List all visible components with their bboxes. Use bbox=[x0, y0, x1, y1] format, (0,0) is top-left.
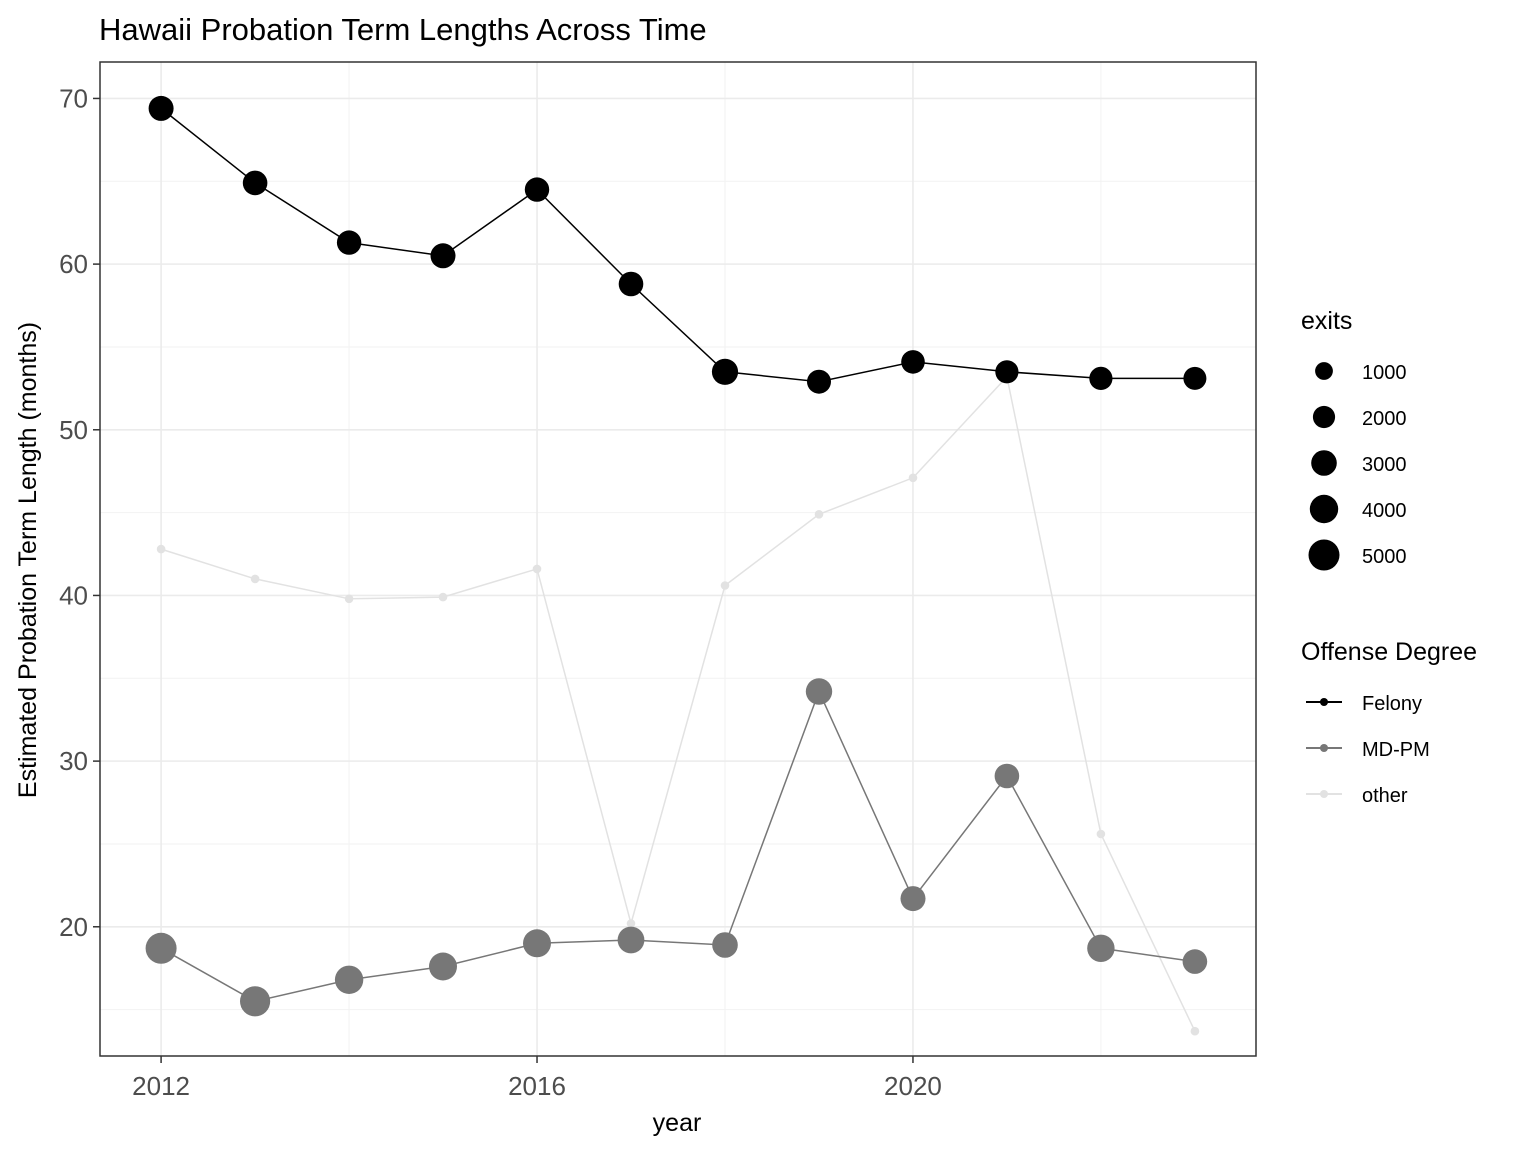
legend-size-label: 5000 bbox=[1362, 546, 1407, 568]
y-tick-label: 20 bbox=[59, 912, 88, 942]
x-axis-title: year bbox=[653, 1109, 702, 1137]
legend-color-title: Offense Degree bbox=[1301, 638, 1477, 666]
legend-color-entries: Felony MD-PM other bbox=[1306, 693, 1430, 807]
point-other bbox=[532, 564, 542, 574]
y-tick-label: 70 bbox=[59, 83, 88, 113]
point-felony bbox=[711, 358, 739, 385]
series-points bbox=[145, 95, 1208, 1036]
legend-size-key bbox=[1308, 539, 1340, 571]
chart-title: Hawaii Probation Term Lengths Across Tim… bbox=[99, 12, 707, 47]
legend-size-key bbox=[1309, 494, 1339, 524]
plot-panel bbox=[100, 62, 1256, 1056]
point-md-pm bbox=[1182, 949, 1208, 974]
point-other bbox=[344, 594, 354, 604]
point-md-pm bbox=[712, 932, 738, 958]
x-tick-label: 2016 bbox=[508, 1071, 566, 1101]
series-line-felony bbox=[160, 107, 1195, 383]
series-lines bbox=[160, 107, 1196, 1032]
x-tick-label: 2020 bbox=[884, 1071, 942, 1101]
point-other bbox=[720, 581, 730, 590]
point-md-pm bbox=[617, 926, 645, 954]
point-md-pm bbox=[994, 763, 1020, 789]
point-felony bbox=[618, 271, 644, 297]
legend-color-key-point bbox=[1320, 744, 1328, 752]
legend-size-key bbox=[1311, 450, 1337, 476]
panel-border bbox=[99, 61, 1257, 1057]
point-other bbox=[438, 592, 448, 602]
point-other bbox=[908, 473, 918, 483]
point-md-pm bbox=[805, 678, 833, 705]
point-other bbox=[814, 510, 824, 519]
point-other bbox=[1096, 829, 1106, 839]
legend-size-title: exits bbox=[1301, 307, 1352, 335]
point-other bbox=[626, 919, 636, 928]
legend-size-label: 2000 bbox=[1362, 408, 1407, 430]
point-felony bbox=[1089, 366, 1113, 390]
x-axis-ticks: 2012 2016 2020 bbox=[132, 1056, 942, 1101]
point-md-pm bbox=[900, 886, 926, 912]
point-md-pm bbox=[240, 986, 271, 1017]
point-md-pm bbox=[523, 929, 551, 958]
y-axis-ticks: 20 30 40 50 60 70 bbox=[59, 83, 100, 942]
y-tick-label: 50 bbox=[59, 415, 88, 445]
series-line-md-pm bbox=[160, 689, 1196, 1003]
plot-frame bbox=[99, 61, 1257, 1057]
y-axis-title: Estimated Probation Term Length (months) bbox=[14, 322, 42, 798]
legend-size-label: 3000 bbox=[1362, 454, 1407, 476]
y-tick-label: 40 bbox=[59, 580, 88, 610]
legend-size-key bbox=[1312, 405, 1336, 429]
x-tick-label: 2012 bbox=[132, 1071, 190, 1101]
series-line-other bbox=[160, 375, 1196, 1032]
panel-background bbox=[100, 62, 1256, 1056]
point-felony bbox=[336, 230, 362, 255]
point-felony bbox=[901, 350, 925, 374]
legend-color-label: MD-PM bbox=[1362, 739, 1430, 761]
point-md-pm bbox=[334, 965, 364, 994]
legend: exits 1000 2000 3000 4000 5000 Offense Degre… bbox=[1301, 307, 1477, 807]
legend-size-entries: 1000 2000 3000 4000 5000 bbox=[1308, 362, 1407, 571]
point-other bbox=[250, 574, 260, 584]
point-felony bbox=[995, 360, 1019, 384]
point-md-pm bbox=[1087, 934, 1115, 962]
legend-color-label: Felony bbox=[1362, 693, 1422, 715]
point-other bbox=[156, 544, 166, 554]
point-other bbox=[1190, 1026, 1200, 1036]
legend-size-label: 1000 bbox=[1362, 362, 1407, 384]
legend-color-key-point bbox=[1320, 790, 1328, 798]
point-md-pm bbox=[429, 952, 457, 981]
point-felony bbox=[430, 243, 456, 269]
point-felony bbox=[524, 177, 550, 202]
point-felony bbox=[242, 170, 268, 196]
grid-lines bbox=[100, 62, 1256, 1056]
legend-color-key-point bbox=[1320, 698, 1328, 706]
legend-size-label: 4000 bbox=[1362, 500, 1407, 522]
point-felony bbox=[148, 95, 174, 121]
y-tick-label: 60 bbox=[59, 249, 88, 279]
point-felony bbox=[1183, 366, 1207, 390]
legend-color-label: other bbox=[1362, 785, 1408, 807]
y-tick-label: 30 bbox=[59, 746, 88, 776]
point-md-pm bbox=[145, 932, 177, 964]
point-felony bbox=[807, 369, 831, 394]
legend-size-key bbox=[1315, 362, 1333, 380]
